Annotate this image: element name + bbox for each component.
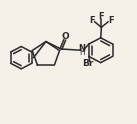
Text: F: F xyxy=(99,13,104,21)
Text: O: O xyxy=(62,32,70,41)
Text: F: F xyxy=(89,16,95,25)
Text: Br: Br xyxy=(82,59,94,68)
Text: H: H xyxy=(79,48,85,57)
Text: N: N xyxy=(78,45,85,53)
Text: F: F xyxy=(108,16,114,25)
